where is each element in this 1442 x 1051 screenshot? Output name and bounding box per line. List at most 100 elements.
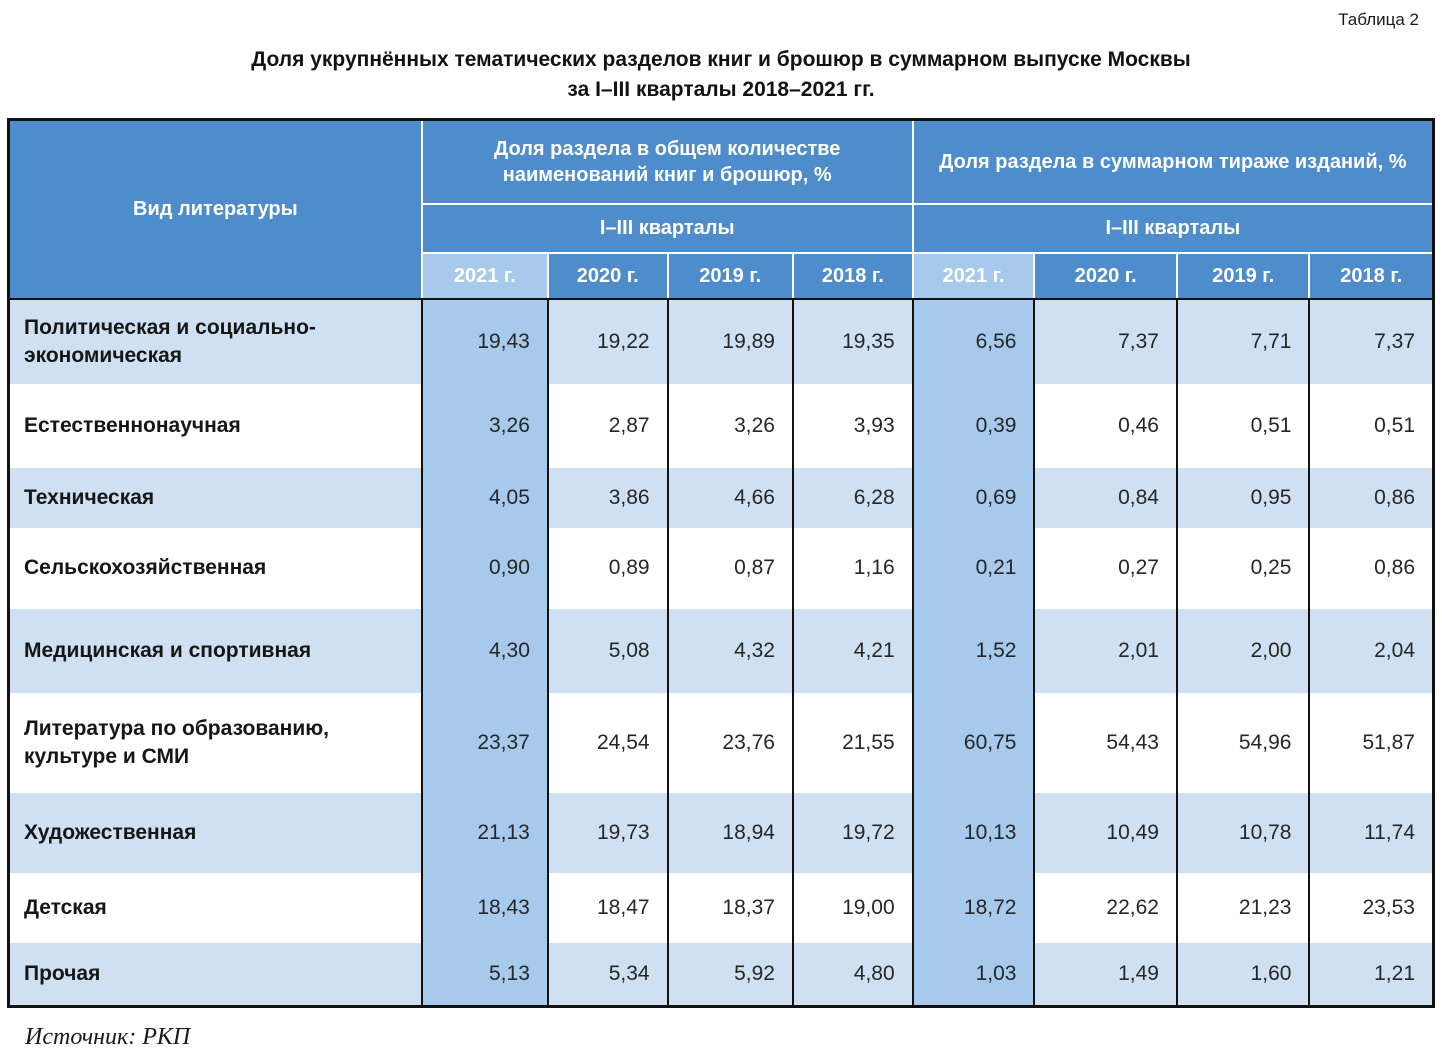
value-cell: 24,54 [547, 692, 669, 793]
row-label: Естественнонаучная [8, 383, 423, 468]
value-cell: 19,89 [667, 298, 794, 384]
value-cell: 0,25 [1176, 527, 1311, 609]
year-header-2018-titles: 2018 г. [791, 251, 914, 300]
value-cell: 4,66 [667, 467, 794, 528]
value-cell: 18,47 [547, 872, 669, 943]
value-cell: 21,13 [421, 792, 549, 873]
value-cell: 4,32 [667, 608, 794, 693]
value-cell: 1,52 [912, 608, 1036, 693]
header-row-quarters: I–III кварталы I–III кварталы [9, 202, 1435, 254]
table-row: Прочая 5,13 5,34 5,92 4,80 1,03 1,49 1,60 1,21 [8, 942, 1435, 1007]
value-cell: 6,56 [912, 298, 1036, 384]
value-cell: 60,75 [912, 692, 1036, 793]
value-cell: 3,93 [792, 383, 914, 468]
row-label: Политическая и социально-экономическая [8, 298, 423, 384]
value-cell: 19,00 [792, 872, 914, 943]
value-cell: 5,08 [547, 608, 669, 693]
value-cell: 2,01 [1034, 608, 1178, 693]
value-cell: 19,72 [792, 792, 914, 873]
year-header-2019-titles: 2019 г. [666, 251, 794, 300]
value-cell: 18,94 [667, 792, 794, 873]
value-cell: 19,43 [421, 298, 549, 384]
year-header-2021-print-run: 2021 г. [911, 251, 1036, 300]
table-row: Литература по образованию, культуре и СМ… [8, 692, 1435, 793]
year-header-2021-titles: 2021 г. [420, 251, 549, 300]
value-cell: 0,27 [1034, 527, 1178, 609]
source-note: Источник: РКП [25, 1024, 191, 1051]
value-cell: 2,87 [547, 383, 669, 468]
value-cell: 5,92 [667, 942, 794, 1007]
value-cell: 19,73 [547, 792, 669, 873]
table-row: Политическая и социально-экономическая 19… [8, 298, 1435, 384]
table-row: Естественнонаучная 3,26 2,87 3,26 3,93 0,39 0,… [8, 383, 1435, 468]
value-cell: 3,26 [421, 383, 549, 468]
subheader-quarters-right: I–III кварталы [911, 202, 1435, 254]
group-header-print-run-share: Доля раздела в суммарном тираже изданий,… [911, 118, 1435, 205]
value-cell: 1,60 [1176, 942, 1311, 1007]
value-cell: 0,87 [667, 527, 794, 609]
value-cell: 18,43 [421, 872, 549, 943]
value-cell: 18,37 [667, 872, 794, 943]
value-cell: 1,16 [792, 527, 914, 609]
table-number-label: Таблица 2 [1338, 10, 1419, 29]
value-cell: 0,95 [1176, 467, 1311, 528]
statistics-table: Вид литературы Доля раздела в общем коли… [7, 117, 1435, 1009]
year-header-2020-titles: 2020 г. [546, 251, 669, 300]
value-cell: 0,86 [1309, 467, 1435, 528]
row-label: Техническая [8, 467, 423, 528]
value-cell: 0,69 [912, 467, 1036, 528]
table-row: Художественная 21,13 19,73 18,94 19,72 10,13 1… [8, 792, 1435, 873]
value-cell: 0,86 [1309, 527, 1435, 609]
year-header-2019-print-run: 2019 г. [1175, 251, 1311, 300]
value-cell: 1,03 [912, 942, 1036, 1007]
value-cell: 2,00 [1176, 608, 1311, 693]
value-cell: 2,04 [1309, 608, 1435, 693]
value-cell: 21,23 [1176, 872, 1311, 943]
value-cell: 23,76 [667, 692, 794, 793]
value-cell: 4,21 [792, 608, 914, 693]
value-cell: 22,62 [1034, 872, 1178, 943]
value-cell: 0,46 [1034, 383, 1178, 468]
value-cell: 51,87 [1309, 692, 1435, 793]
value-cell: 19,22 [547, 298, 669, 384]
value-cell: 6,28 [792, 467, 914, 528]
value-cell: 1,21 [1309, 942, 1435, 1007]
header-row-years: 2021 г. 2020 г. 2019 г. 2018 г. 2021 г. … [9, 251, 1435, 300]
value-cell: 18,72 [912, 872, 1036, 943]
table-header: Вид литературы Доля раздела в общем коли… [7, 118, 1435, 300]
year-header-2018-print-run: 2018 г. [1308, 251, 1435, 300]
value-cell: 0,51 [1176, 383, 1311, 468]
subheader-quarters-left: I–III кварталы [420, 202, 914, 254]
value-cell: 10,49 [1034, 792, 1178, 873]
row-label: Сельскохозяйственная [8, 527, 423, 609]
row-label: Литература по образованию, культуре и СМ… [8, 692, 423, 793]
value-cell: 0,90 [421, 527, 549, 609]
table-body: Политическая и социально-экономическая 19… [8, 298, 1435, 1007]
table-row: Медицинская и спортивная 4,30 5,08 4,32 4,21… [8, 608, 1435, 693]
header-row-groups: Вид литературы Доля раздела в общем коли… [7, 118, 1435, 300]
value-cell: 0,84 [1034, 467, 1178, 528]
title-line-1: Доля укрупнённых тематических разделов к… [251, 48, 1191, 71]
row-label: Художественная [8, 792, 423, 873]
year-header-2020-print-run: 2020 г. [1033, 251, 1178, 300]
value-cell: 23,53 [1309, 872, 1435, 943]
value-cell: 4,80 [792, 942, 914, 1007]
value-cell: 3,86 [547, 467, 669, 528]
title-line-2: за I–III кварталы 2018–2021 гг. [567, 78, 875, 102]
table-row: Детская 18,43 18,47 18,37 19,00 18,72 22,62 21,… [8, 872, 1435, 943]
value-cell: 11,74 [1309, 792, 1435, 873]
value-cell: 1,49 [1034, 942, 1178, 1007]
group-header-titles-share: Доля раздела в общем количестве наименов… [420, 118, 914, 205]
table-row: Сельскохозяйственная 0,90 0,89 0,87 1,16 0,21… [8, 527, 1435, 609]
value-cell: 4,05 [421, 467, 549, 528]
value-cell: 5,13 [421, 942, 549, 1007]
value-cell: 3,26 [667, 383, 794, 468]
value-cell: 54,43 [1034, 692, 1178, 793]
row-label: Детская [8, 872, 423, 943]
value-cell: 0,51 [1309, 383, 1435, 468]
value-cell: 7,37 [1309, 298, 1435, 384]
row-label: Прочая [8, 942, 423, 1007]
value-cell: 5,34 [547, 942, 669, 1007]
value-cell: 23,37 [421, 692, 549, 793]
